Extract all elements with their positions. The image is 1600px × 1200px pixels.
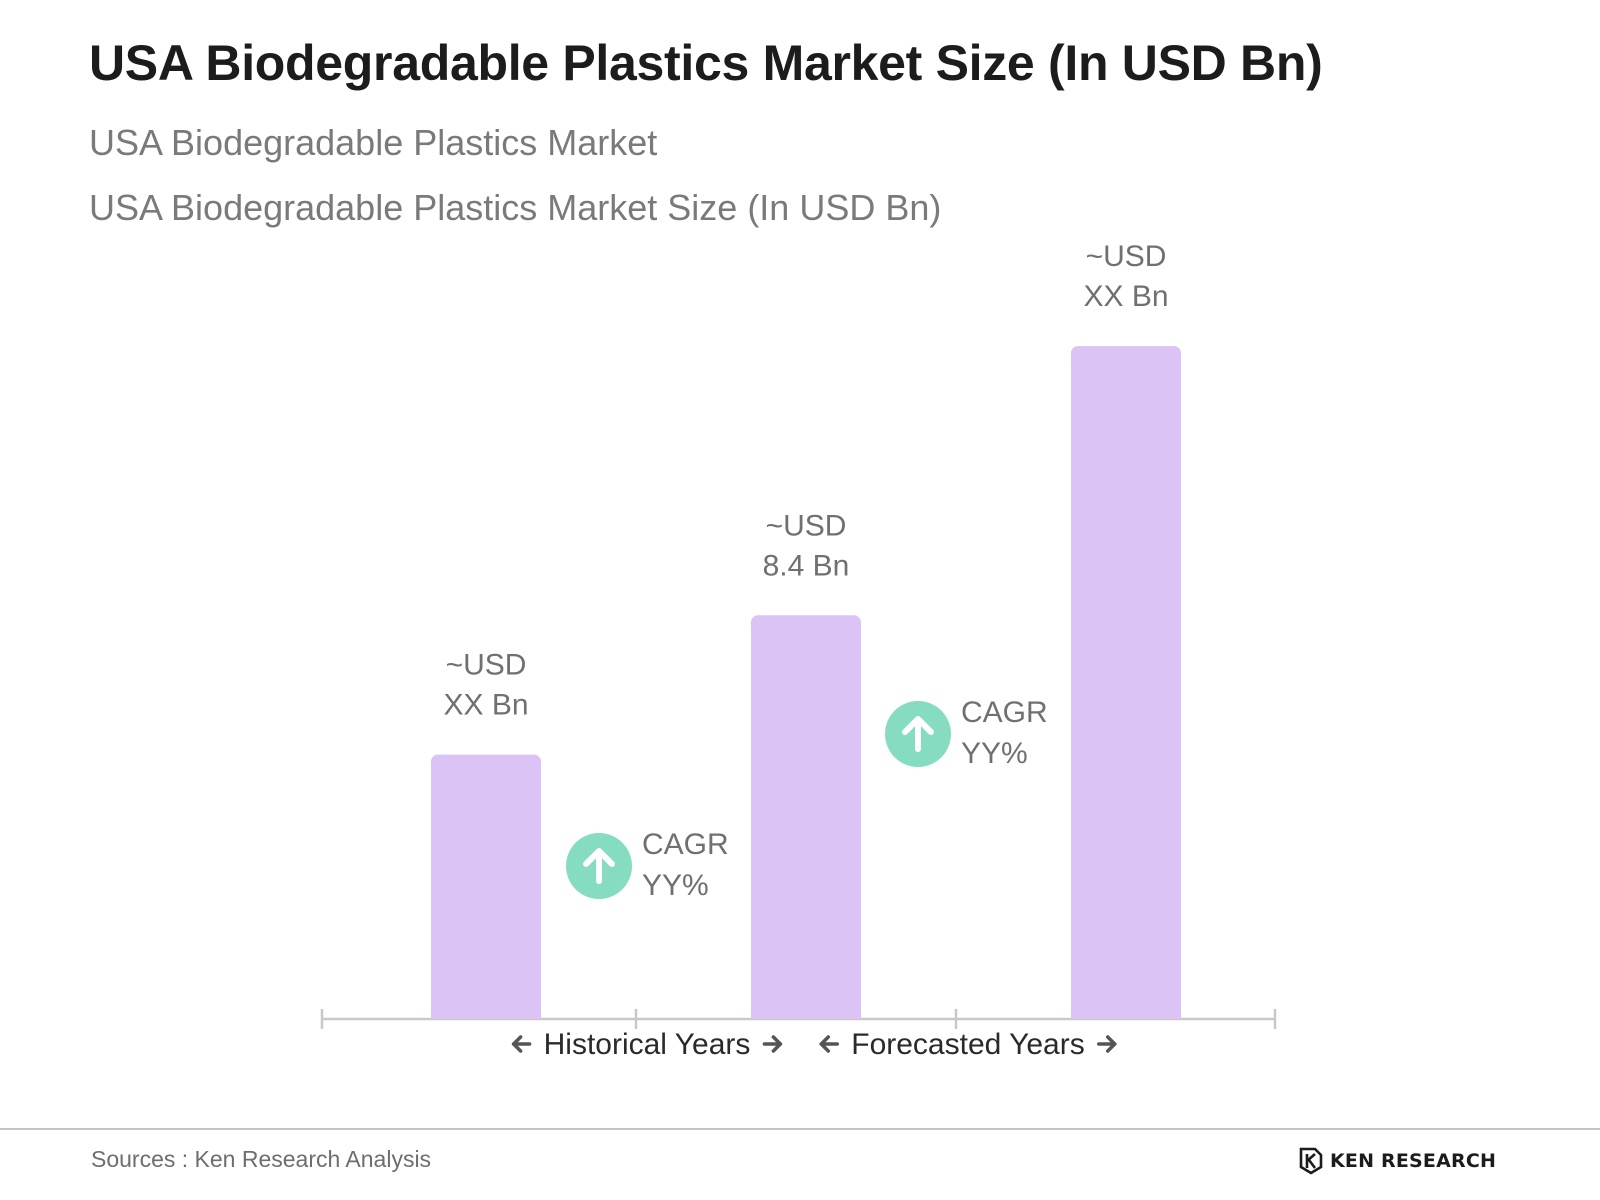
cagr-annotations: CAGR YY% CAGR YY% — [566, 696, 1048, 902]
arrow-up-icon — [902, 716, 934, 752]
bar-value-label: ~USD — [446, 649, 527, 682]
arrow-up-icon-head — [902, 716, 934, 735]
subtitle-market-size: USA Biodegradable Plastics Market Size (… — [89, 187, 942, 228]
arrow-up-icon — [583, 848, 615, 884]
arrow-left-icon — [819, 1035, 840, 1053]
arrow-left-icon-head — [819, 1035, 831, 1053]
forecasted-years-label: Forecasted Years — [819, 1028, 1117, 1061]
cagr-label: CAGR — [961, 696, 1048, 729]
bars — [431, 346, 1181, 1019]
ken-research-logo-text: KEN RESEARCH — [1330, 1150, 1497, 1172]
cagr-label: CAGR — [642, 828, 729, 861]
arrow-up-icon-head — [583, 848, 615, 867]
subtitle-market: USA Biodegradable Plastics Market — [89, 122, 658, 163]
arrow-right-icon-head — [771, 1035, 783, 1053]
cagr-value: YY% — [961, 737, 1028, 770]
cagr-annotation: CAGR YY% — [885, 696, 1048, 770]
bar-value-label: 8.4 Bn — [763, 549, 850, 582]
bar-value-label: ~USD — [1086, 240, 1167, 273]
historical-years-label: Historical Years — [511, 1028, 783, 1061]
bar-base — [751, 1009, 861, 1019]
arrow-left-icon — [511, 1035, 532, 1053]
cagr-annotation: CAGR YY% — [566, 828, 729, 902]
bar — [751, 615, 861, 1019]
arrow-left-icon-head — [511, 1035, 523, 1053]
arrow-right-icon — [762, 1035, 783, 1053]
ken-research-logo-icon — [1299, 1147, 1323, 1175]
period-label-text: Forecasted Years — [851, 1028, 1084, 1061]
footer-divider — [0, 1128, 1600, 1130]
bar-value-label: XX Bn — [443, 689, 528, 722]
bar-value-label: ~USD — [766, 509, 847, 542]
bar-value-label: XX Bn — [1083, 280, 1168, 313]
bar — [431, 754, 541, 1019]
arrow-right-icon — [1096, 1035, 1117, 1053]
cagr-value: YY% — [642, 869, 709, 902]
source-note: Sources : Ken Research Analysis — [91, 1146, 432, 1172]
arrow-right-icon-head — [1105, 1035, 1117, 1053]
bar-base — [431, 1009, 541, 1019]
period-labels: Historical Years Forecasted Years — [511, 1028, 1117, 1061]
bar-base — [1071, 1009, 1181, 1019]
page-title: USA Biodegradable Plastics Market Size (… — [89, 35, 1323, 91]
value-labels: ~USD XX Bn ~USD 8.4 Bn ~USD XX Bn — [443, 240, 1168, 722]
period-label-text: Historical Years — [544, 1028, 751, 1061]
ken-research-logo: KEN RESEARCH — [1298, 1147, 1496, 1175]
bar — [1071, 346, 1181, 1019]
